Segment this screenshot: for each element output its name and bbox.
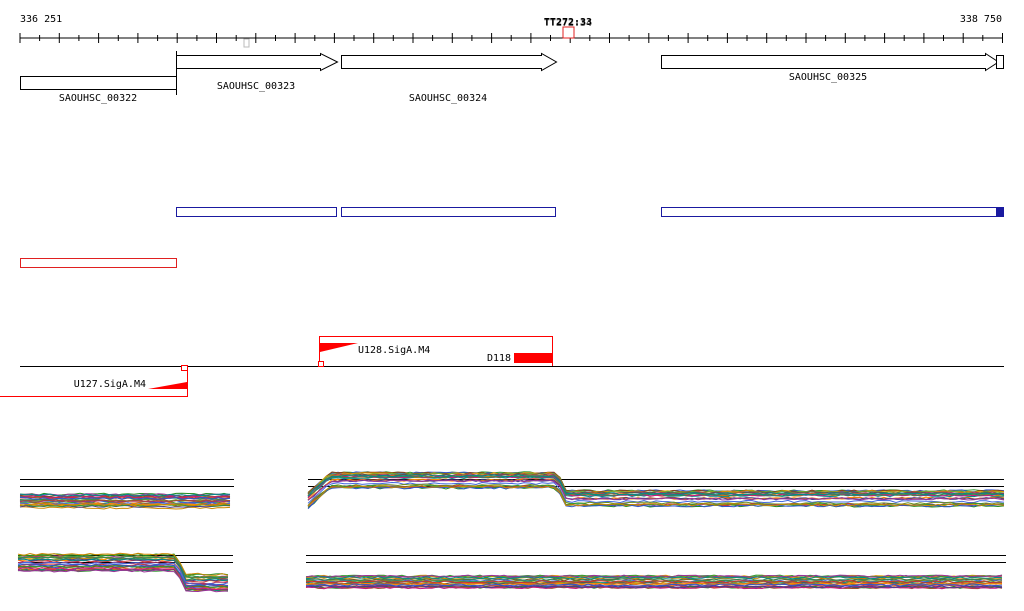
gene-fragment-right[interactable]	[996, 55, 1004, 69]
expression-profile-line	[19, 495, 231, 499]
expression-profile-line	[307, 485, 1005, 507]
expression-profile-line	[17, 556, 229, 580]
transcript-plus-end-block	[996, 207, 1003, 217]
ruler-end-label: 338 750	[960, 14, 1002, 25]
expression-profile-line	[305, 583, 1003, 587]
expression-profile-line	[17, 555, 228, 579]
expression-profile-line	[307, 475, 1005, 499]
transcript-track-minus	[20, 258, 177, 268]
expression-profile-line	[305, 580, 1002, 584]
expression-profile-line	[305, 576, 1003, 580]
gene-label-SAOUHSC_00325: SAOUHSC_00325	[789, 72, 867, 83]
promoter-U128-marker[interactable]	[320, 343, 358, 352]
expression-profile-line	[17, 563, 229, 587]
expression-profile-line	[307, 479, 1005, 501]
terminator-D118-marker[interactable]	[514, 353, 552, 363]
expression-profile-line	[305, 577, 1003, 581]
expression-panel-lower	[17, 552, 1006, 593]
expression-profile-line	[20, 506, 231, 510]
transcript-track-plus	[176, 207, 1004, 217]
expression-profile-line	[307, 474, 1005, 497]
feature-track: U128.SigA.M4 D118 U127.SigA.M4	[0, 336, 1004, 397]
expression-profile-line	[17, 558, 229, 582]
expression-profiles-upper	[19, 471, 1005, 510]
expression-profile-line	[17, 552, 229, 576]
position-marker-label-overlay: TT272:34	[544, 18, 592, 29]
ruler-start-label: 336 251	[20, 14, 62, 25]
expression-profile-line	[307, 472, 1005, 495]
transcript-plus-segment[interactable]	[341, 207, 556, 217]
expression-profile-line	[305, 582, 1003, 586]
expression-profile-line	[307, 478, 1004, 500]
expression-profile-line	[17, 561, 229, 586]
ruler-small-marker[interactable]	[243, 38, 250, 48]
gene-SAOUHSC_00325[interactable]	[661, 52, 1000, 72]
transcript-plus-segment[interactable]	[661, 207, 1004, 217]
expression-profile-line	[307, 486, 1005, 510]
feature-label-U128: U128.SigA.M4	[358, 345, 430, 356]
feature-label-U127: U127.SigA.M4	[74, 379, 146, 390]
gene-SAOUHSC_00322[interactable]	[20, 76, 177, 90]
feature-label-D118: D118	[487, 353, 511, 364]
expression-profile-line	[19, 493, 231, 497]
transcript-minus-segment[interactable]	[20, 258, 177, 268]
expression-profile-line	[305, 585, 1003, 590]
expression-profile-line	[17, 566, 229, 591]
promoter-U127-marker[interactable]	[148, 382, 187, 389]
gene-label-SAOUHSC_00323: SAOUHSC_00323	[217, 81, 295, 92]
expression-profile-line	[19, 496, 231, 501]
expression-profile-line	[19, 502, 231, 507]
position-marker-label: TT272:33	[544, 17, 592, 28]
gene-SAOUHSC_00323[interactable]	[176, 52, 339, 72]
expression-profile-line	[17, 554, 229, 578]
position-marker-handle[interactable]	[562, 26, 575, 39]
expression-profiles-lower	[17, 552, 1003, 593]
expression-panel-upper	[19, 471, 1005, 510]
gene-label-SAOUHSC_00322: SAOUHSC_00322	[59, 93, 137, 104]
promoter-U128-anchor	[318, 361, 324, 367]
gene-SAOUHSC_00324[interactable]	[341, 52, 558, 72]
transcript-plus-segment[interactable]	[176, 207, 337, 217]
promoter-U127-anchor	[181, 365, 188, 371]
expression-profile-line	[307, 483, 1005, 506]
gene-track: SAOUHSC_00322 SAOUHSC_00323 SAOUHSC_0032…	[20, 51, 1004, 104]
expression-profile-line	[20, 502, 231, 506]
coordinate-ruler: 336 251 338 750 TT272:33 TT272:34	[19, 14, 1003, 48]
gene-label-SAOUHSC_00324: SAOUHSC_00324	[409, 93, 487, 104]
expression-profile-line	[17, 569, 229, 593]
expression-profile-line	[19, 499, 231, 503]
expression-profile-line	[19, 498, 231, 503]
ruler-ticks	[19, 33, 1003, 43]
